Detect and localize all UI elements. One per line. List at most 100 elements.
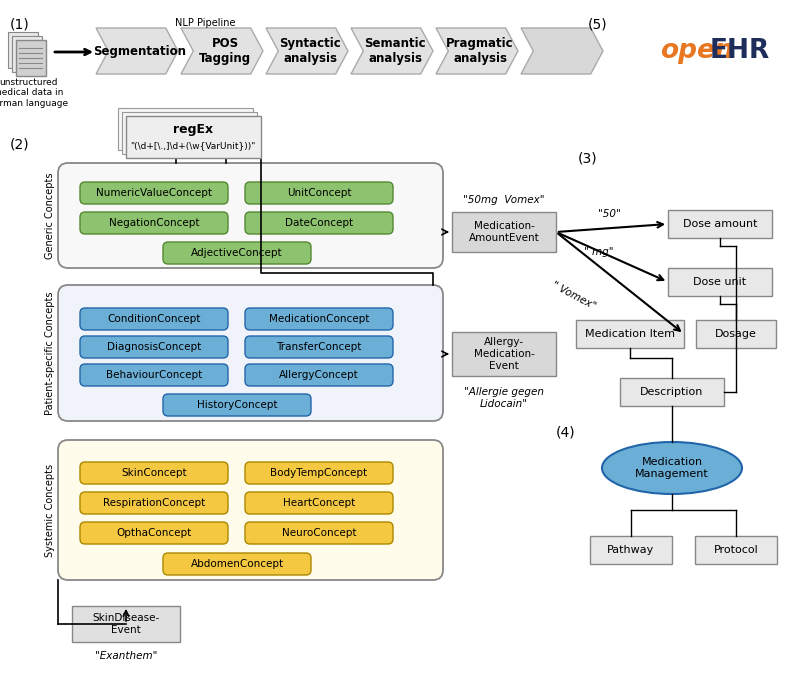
Bar [16,40,46,76]
Text: AllergyConcept: AllergyConcept [279,370,359,380]
FancyBboxPatch shape [163,553,311,575]
FancyBboxPatch shape [80,336,228,358]
Text: NumericValueConcept: NumericValueConcept [96,188,212,198]
FancyBboxPatch shape [245,492,393,514]
Text: Dose unit: Dose unit [694,277,746,287]
Text: unstructured
medical data in
german language: unstructured medical data in german lang… [0,78,68,107]
Bar [118,108,253,150]
Text: MedicationConcept: MedicationConcept [269,314,369,324]
Text: (4): (4) [556,425,576,439]
Text: regEx: regEx [173,124,213,137]
Bar [620,378,724,406]
Text: Medication
Management: Medication Management [635,457,709,479]
FancyBboxPatch shape [245,212,393,234]
Text: Syntactic
analysis: Syntactic analysis [279,37,341,65]
Bar [668,268,772,296]
FancyBboxPatch shape [245,462,393,484]
Bar [8,32,38,68]
FancyBboxPatch shape [245,182,393,204]
FancyBboxPatch shape [245,364,393,386]
Bar [72,606,180,642]
Text: RespirationConcept: RespirationConcept [103,498,205,508]
Bar [452,332,556,376]
Polygon shape [181,28,263,74]
Text: Segmentation: Segmentation [94,45,186,57]
Polygon shape [436,28,518,74]
Text: Pathway: Pathway [607,545,654,555]
Polygon shape [96,28,178,74]
FancyBboxPatch shape [163,394,311,416]
Bar [126,116,261,158]
FancyBboxPatch shape [245,336,393,358]
Text: Medication-
AmountEvent: Medication- AmountEvent [469,221,539,243]
Text: "Allergie gegen
Lidocain": "Allergie gegen Lidocain" [464,387,544,409]
Bar [452,212,556,252]
Text: Semantic
analysis: Semantic analysis [364,37,426,65]
FancyBboxPatch shape [58,285,443,421]
Bar [668,210,772,238]
FancyBboxPatch shape [163,242,311,264]
Bar [12,36,42,72]
Text: DateConcept: DateConcept [285,218,353,228]
Bar [122,112,257,154]
Text: Allergy-
Medication-
Event: Allergy- Medication- Event [474,337,534,371]
Text: (2): (2) [10,138,30,152]
Polygon shape [521,28,603,74]
Text: (3): (3) [578,152,598,166]
Text: " Vomex": " Vomex" [550,281,598,312]
Text: AdjectiveConcept: AdjectiveConcept [191,248,283,258]
Text: TransferConcept: TransferConcept [276,342,362,352]
Text: " mg": " mg" [584,247,614,257]
FancyBboxPatch shape [58,163,443,268]
Polygon shape [351,28,433,74]
Text: NegationConcept: NegationConcept [109,218,199,228]
Text: Dose amount: Dose amount [682,219,758,229]
Ellipse shape [602,442,742,494]
FancyBboxPatch shape [80,492,228,514]
Text: Dosage: Dosage [715,329,757,339]
Bar [576,320,684,348]
FancyBboxPatch shape [58,440,443,580]
Bar [695,536,777,564]
Text: AbdomenConcept: AbdomenConcept [190,559,283,569]
Text: UnitConcept: UnitConcept [286,188,351,198]
Text: Generic Concepts: Generic Concepts [45,172,55,259]
FancyBboxPatch shape [245,308,393,330]
Text: HistoryConcept: HistoryConcept [197,400,278,410]
FancyBboxPatch shape [80,522,228,544]
Text: Description: Description [640,387,704,397]
Polygon shape [266,28,348,74]
Bar [696,320,776,348]
Text: SkinConcept: SkinConcept [121,468,187,478]
Text: NLP Pipeline: NLP Pipeline [175,18,235,28]
Text: BehaviourConcept: BehaviourConcept [106,370,202,380]
Text: NeuroConcept: NeuroConcept [282,528,356,538]
Text: open: open [660,38,734,64]
Text: OpthaConcept: OpthaConcept [116,528,192,538]
Text: Pragmatic
analysis: Pragmatic analysis [446,37,514,65]
Text: Systemic Concepts: Systemic Concepts [45,463,55,556]
Text: HeartConcept: HeartConcept [283,498,355,508]
Text: (1): (1) [10,18,30,32]
FancyBboxPatch shape [80,308,228,330]
Text: "Exanthem": "Exanthem" [95,651,157,661]
Text: "(\d+[\.,]\d+(\w{VarUnit}))": "(\d+[\.,]\d+(\w{VarUnit}))" [130,142,256,151]
Text: POS
Tagging: POS Tagging [199,37,251,65]
FancyBboxPatch shape [245,522,393,544]
Text: BodyTempConcept: BodyTempConcept [270,468,367,478]
FancyBboxPatch shape [80,212,228,234]
Text: Medication Item: Medication Item [585,329,675,339]
FancyBboxPatch shape [80,364,228,386]
Text: Patient-specific Concepts: Patient-specific Concepts [45,291,55,415]
Text: "50": "50" [598,209,621,219]
Text: DiagnosisConcept: DiagnosisConcept [107,342,201,352]
Text: (5): (5) [588,18,608,32]
FancyBboxPatch shape [80,182,228,204]
Text: SkinDisease-
Event: SkinDisease- Event [92,614,160,634]
Text: "50mg  Vomex": "50mg Vomex" [463,195,545,205]
FancyBboxPatch shape [80,462,228,484]
Text: Protocol: Protocol [714,545,758,555]
Bar [590,536,672,564]
Text: EHR: EHR [710,38,770,64]
Text: ConditionConcept: ConditionConcept [107,314,201,324]
